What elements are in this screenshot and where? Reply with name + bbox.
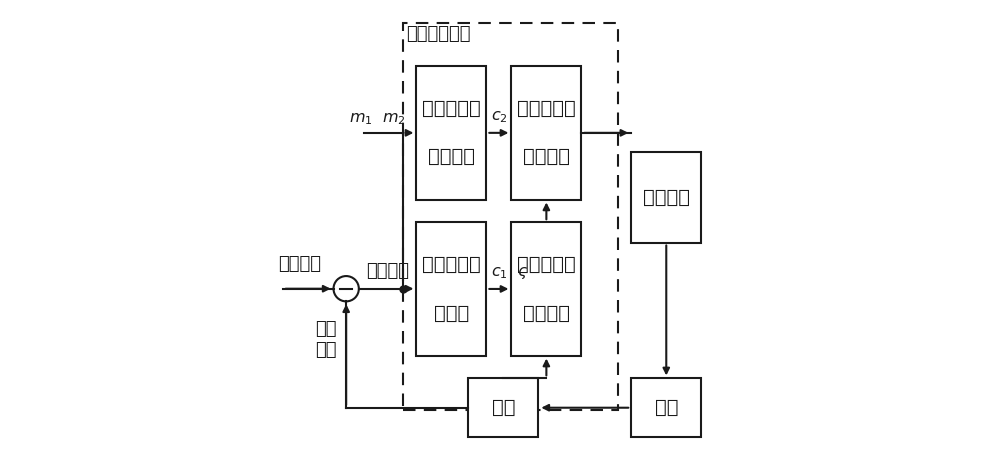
Bar (511, 66, 581, 200)
Text: 状态观测器: 状态观测器 (422, 99, 481, 118)
Text: $c_2$: $c_2$ (491, 109, 508, 125)
Text: 期望航向: 期望航向 (278, 255, 321, 273)
Text: 罗经: 罗经 (492, 398, 515, 417)
Text: 船船: 船船 (655, 398, 678, 417)
Text: 航向误差: 航向误差 (366, 262, 409, 280)
Text: $c_1$  $\varsigma$: $c_1$ $\varsigma$ (491, 265, 528, 281)
Text: 舵机及舵: 舵机及舵 (643, 188, 690, 207)
Text: 航向: 航向 (315, 341, 337, 359)
Text: 实际控制器: 实际控制器 (517, 99, 576, 118)
Text: 虚拟控制器: 虚拟控制器 (517, 256, 576, 274)
Bar (468, 378, 538, 437)
Bar (416, 66, 486, 200)
Text: $m_1$  $m_2$: $m_1$ $m_2$ (349, 111, 406, 127)
Bar (403, 23, 618, 410)
Bar (631, 152, 701, 243)
Text: 设计模块: 设计模块 (523, 304, 570, 322)
Bar (511, 222, 581, 356)
Bar (416, 222, 486, 356)
Text: 计模块: 计模块 (434, 304, 469, 322)
Text: 设计模块: 设计模块 (428, 147, 475, 166)
Text: 实际: 实际 (315, 321, 337, 338)
Text: 辅助补偿设: 辅助补偿设 (422, 256, 481, 274)
Text: 设计模块: 设计模块 (523, 147, 570, 166)
Bar (631, 378, 701, 437)
Text: 控制算法模块: 控制算法模块 (406, 26, 470, 44)
